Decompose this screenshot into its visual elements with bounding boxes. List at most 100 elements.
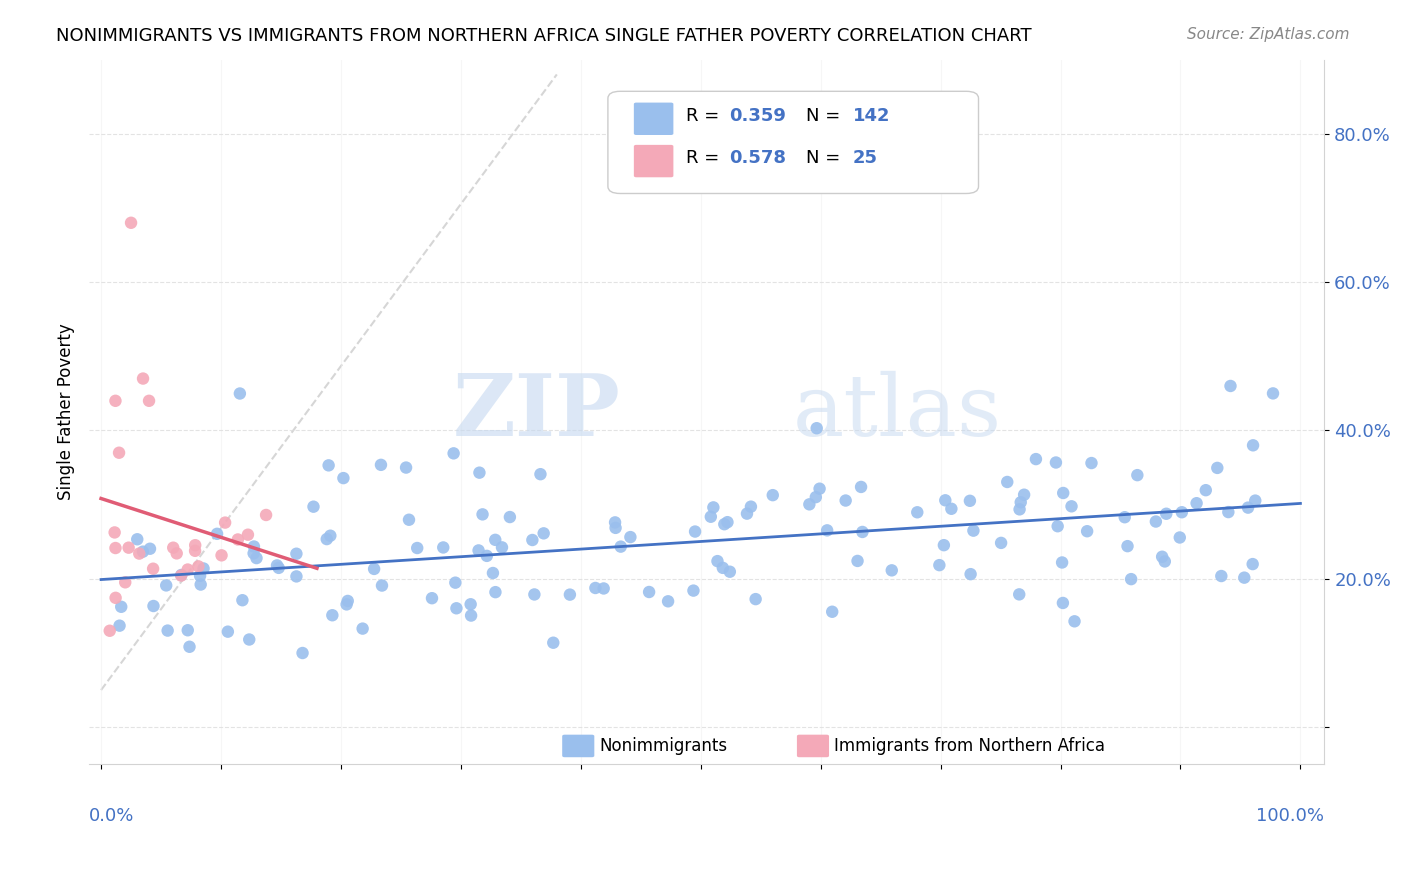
Point [139, 541, 162, 556]
Point [808, 482, 831, 496]
Point [184, 544, 207, 558]
Point [1156, 507, 1178, 521]
Point [156, 624, 179, 638]
Point [184, 538, 207, 552]
Point [291, 646, 314, 660]
Text: 142: 142 [852, 107, 890, 125]
Point [238, 632, 260, 647]
Point [806, 421, 828, 435]
Point [406, 541, 429, 555]
FancyBboxPatch shape [562, 735, 595, 757]
Point [1076, 524, 1098, 539]
Point [1211, 569, 1233, 583]
Point [217, 624, 239, 639]
Point [226, 533, 249, 547]
Point [127, 533, 149, 547]
Text: Source: ZipAtlas.com: Source: ZipAtlas.com [1187, 27, 1350, 42]
Point [718, 565, 741, 579]
Text: R =: R = [686, 107, 724, 125]
Point [475, 549, 498, 563]
Point [243, 540, 266, 554]
Point [319, 529, 342, 543]
Point [318, 458, 340, 473]
Point [468, 466, 491, 480]
Point [170, 568, 193, 582]
Point [363, 562, 385, 576]
Text: Immigrants from Northern Africa: Immigrants from Northern Africa [834, 737, 1105, 755]
Point [420, 591, 443, 606]
Point [138, 393, 160, 408]
Point [821, 605, 844, 619]
Point [142, 562, 165, 576]
Point [188, 568, 211, 582]
Point [177, 562, 200, 576]
Point [98, 624, 121, 638]
Point [267, 561, 290, 575]
Point [1219, 379, 1241, 393]
Point [336, 598, 359, 612]
Point [1046, 519, 1069, 533]
Point [104, 393, 127, 408]
Point [932, 538, 955, 552]
Point [543, 636, 565, 650]
Point [142, 599, 165, 613]
Point [744, 592, 766, 607]
FancyBboxPatch shape [607, 91, 979, 194]
Point [254, 508, 277, 522]
Point [533, 526, 555, 541]
Text: 25: 25 [852, 149, 877, 168]
Point [245, 551, 267, 566]
Point [799, 497, 821, 511]
Point [190, 577, 212, 591]
Point [128, 547, 150, 561]
Point [1121, 572, 1143, 586]
Point [467, 543, 489, 558]
Point [1063, 615, 1085, 629]
Point [108, 618, 131, 632]
Point [1241, 438, 1264, 452]
Point [166, 546, 188, 560]
Point [193, 561, 215, 575]
Point [285, 547, 308, 561]
Point [706, 554, 728, 568]
Point [1241, 557, 1264, 571]
Point [336, 594, 359, 608]
Point [834, 493, 856, 508]
Point [170, 568, 193, 582]
Point [491, 541, 513, 555]
Point [162, 541, 184, 555]
Point [1080, 456, 1102, 470]
Point [370, 458, 392, 472]
Point [846, 554, 869, 568]
Point [1171, 505, 1194, 519]
Point [132, 371, 155, 385]
Point [1233, 571, 1256, 585]
Point [484, 585, 506, 599]
Point [471, 508, 494, 522]
Point [959, 567, 981, 582]
Point [851, 524, 873, 539]
Point [1050, 556, 1073, 570]
Text: N =: N = [806, 149, 845, 168]
FancyBboxPatch shape [634, 103, 673, 135]
Point [683, 524, 706, 539]
Point [1185, 496, 1208, 510]
Point [214, 516, 236, 530]
Point [700, 509, 723, 524]
Point [1052, 486, 1074, 500]
Point [114, 575, 136, 590]
Point [682, 583, 704, 598]
Point [928, 558, 950, 573]
Point [605, 521, 627, 535]
Point [1008, 587, 1031, 601]
Point [522, 533, 544, 547]
Point [815, 524, 838, 538]
Point [1153, 554, 1175, 568]
Point [1012, 488, 1035, 502]
Point [120, 216, 142, 230]
Point [231, 593, 253, 607]
Text: ZIP: ZIP [453, 370, 620, 454]
Point [352, 622, 374, 636]
Point [1025, 452, 1047, 467]
Point [484, 533, 506, 547]
